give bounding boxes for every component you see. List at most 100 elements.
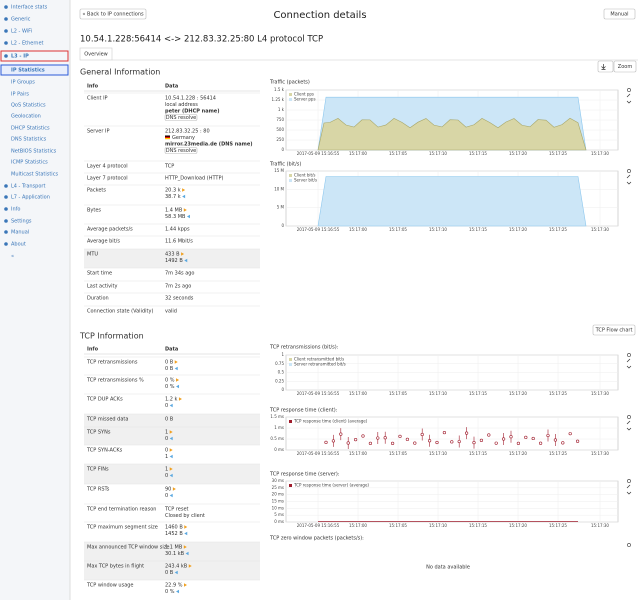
nav-item[interactable]: IP Groups bbox=[11, 80, 35, 86]
x-tick-label: 15:17:15 bbox=[469, 523, 487, 528]
row-value: 0 % bbox=[165, 589, 175, 595]
nav-item[interactable]: ICMP Statistics bbox=[11, 160, 48, 166]
row-value: 1 bbox=[165, 430, 168, 436]
point bbox=[561, 441, 565, 445]
tab-label[interactable]: Overview bbox=[84, 52, 108, 58]
row-value: 30.1 kB bbox=[165, 551, 185, 557]
y-tick-label: 1.5 ms bbox=[270, 414, 284, 419]
manual-button[interactable]: Manual bbox=[610, 12, 628, 18]
point bbox=[368, 441, 373, 445]
y-tick-label: 750 bbox=[276, 117, 284, 122]
dns-resolve-box[interactable] bbox=[164, 147, 198, 154]
chart-tool[interactable] bbox=[626, 484, 631, 489]
row-value: 58.3 MB bbox=[165, 214, 186, 220]
row-label: TCP maximum segment size bbox=[86, 525, 158, 531]
nav-item[interactable]: L3 - IP bbox=[11, 54, 29, 60]
chart-tool[interactable] bbox=[626, 93, 631, 98]
chart-tool[interactable] bbox=[627, 479, 631, 483]
direction-arrow bbox=[169, 493, 173, 498]
row-stripe bbox=[84, 249, 260, 268]
nav-item[interactable]: Geolocation bbox=[11, 114, 41, 120]
point bbox=[354, 437, 358, 442]
point bbox=[405, 437, 410, 441]
point bbox=[413, 441, 417, 445]
legend-label: Client retransmitted bit/s bbox=[294, 357, 344, 362]
dns-resolve[interactable]: DNS resolve bbox=[166, 148, 196, 154]
flow-chart-button-box[interactable] bbox=[592, 324, 636, 336]
chart-title: TCP zero window packets (packets/s): bbox=[269, 536, 364, 542]
nav-item[interactable]: DHCP Statistics bbox=[11, 126, 50, 132]
zoom-button-box[interactable] bbox=[613, 60, 637, 73]
row-value: 0 B bbox=[165, 360, 174, 366]
chart-tool[interactable] bbox=[626, 100, 632, 104]
nav-item[interactable]: L4 - Transport bbox=[11, 184, 45, 190]
nav-item[interactable]: « bbox=[11, 254, 14, 260]
row-value: 0 bbox=[165, 473, 168, 479]
row-value: 11.6 Mbit/s bbox=[165, 239, 193, 245]
back-button-box[interactable] bbox=[79, 8, 147, 20]
point bbox=[524, 435, 528, 439]
direction-arrow bbox=[169, 436, 173, 441]
back-button[interactable]: « Back to IP connections bbox=[82, 12, 144, 18]
chart-tool[interactable] bbox=[626, 365, 632, 369]
nav-item[interactable]: L2 - WiFi bbox=[11, 29, 32, 35]
nav-item[interactable]: Manual bbox=[11, 230, 29, 236]
nav-item[interactable]: QoS Statistics bbox=[11, 103, 46, 109]
direction-arrow bbox=[184, 525, 188, 529]
y-tick-label: 0 bbox=[281, 223, 284, 228]
nav-item[interactable]: Interface stats bbox=[11, 5, 48, 11]
nav-item[interactable]: About bbox=[11, 242, 26, 248]
row-label: Max announced TCP window size bbox=[87, 545, 169, 551]
legend-label: Server retransmitted bit/s bbox=[294, 362, 346, 367]
manual-button-box[interactable] bbox=[603, 8, 636, 20]
x-tick-label: 2017-05-09 15:16:55 bbox=[297, 227, 340, 232]
legend-swatch bbox=[289, 174, 292, 177]
chart-tool[interactable] bbox=[626, 427, 632, 431]
column-header: Data bbox=[165, 84, 178, 90]
chart-title: Traffic (bit/s) bbox=[269, 162, 301, 168]
nav-item[interactable]: IP Statistics bbox=[11, 68, 45, 74]
chart-tool[interactable] bbox=[627, 88, 631, 92]
nav-item[interactable]: L7 - Application bbox=[11, 195, 50, 201]
x-tick-label: 15:17:10 bbox=[429, 451, 447, 456]
y-tick-label: 0.5 ms bbox=[270, 436, 284, 441]
nav-item[interactable]: DNS Statistics bbox=[11, 137, 47, 143]
direction-arrow bbox=[183, 208, 187, 212]
chart-tool[interactable] bbox=[627, 415, 631, 419]
chart-tool[interactable] bbox=[627, 169, 631, 173]
row-label: Layer 7 protocol bbox=[87, 176, 128, 182]
nav-item[interactable]: Generic bbox=[11, 17, 31, 23]
legend-swatch bbox=[289, 93, 292, 96]
row-label: Packets bbox=[87, 188, 106, 194]
column-header: Data bbox=[165, 347, 178, 353]
chart-tool[interactable] bbox=[627, 353, 631, 357]
direction-arrow bbox=[183, 545, 187, 549]
y-tick-label: 0.5 bbox=[278, 370, 285, 375]
row-label: TCP DUP ACKs bbox=[86, 397, 123, 403]
y-tick-label: 1 k bbox=[278, 107, 285, 112]
chart-tool[interactable] bbox=[626, 358, 631, 363]
x-tick-label: 2017-05-09 15:16:55 bbox=[297, 151, 340, 156]
nav-icon bbox=[4, 29, 8, 33]
chart-tool[interactable] bbox=[626, 174, 631, 179]
nav-item[interactable]: IP Pairs bbox=[11, 92, 29, 98]
zoom-button[interactable]: Zoom bbox=[618, 64, 633, 70]
chart-tool[interactable] bbox=[627, 543, 631, 547]
nav-item[interactable]: Settings bbox=[11, 219, 32, 225]
nav-item[interactable]: NetBIOS Statistics bbox=[11, 149, 57, 155]
point bbox=[398, 434, 402, 438]
nav-item[interactable]: L2 - Ethernet bbox=[11, 41, 44, 47]
row-label: Bytes bbox=[87, 208, 101, 214]
y-tick-label: 15 ms bbox=[272, 499, 284, 504]
chart-tool[interactable] bbox=[626, 420, 631, 425]
row-label: TCP retransmissions % bbox=[86, 378, 144, 384]
flow-chart-button[interactable]: TCP Flow chart bbox=[595, 328, 633, 334]
dns-resolve-box[interactable] bbox=[164, 114, 198, 121]
x-tick-label: 15:17:00 bbox=[349, 451, 367, 456]
nav-item[interactable]: Multicast Statistics bbox=[11, 172, 58, 178]
chart-tool[interactable] bbox=[626, 181, 632, 185]
nav-item[interactable]: Info bbox=[11, 207, 20, 213]
dns-resolve[interactable]: DNS resolve bbox=[166, 115, 196, 121]
chart-tool[interactable] bbox=[626, 491, 632, 495]
y-tick-label: 1 bbox=[281, 352, 284, 357]
